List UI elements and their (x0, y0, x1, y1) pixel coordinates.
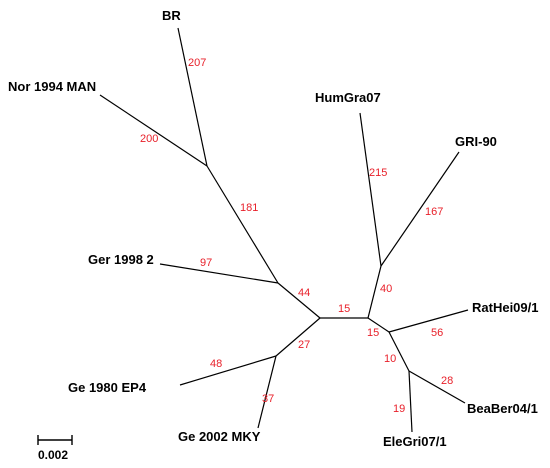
branch-label-right-upper-internal: 40 (380, 283, 392, 295)
branch-label-elegri: 19 (393, 403, 405, 415)
branch-label-br: 207 (188, 57, 206, 69)
branch-br (177, 27, 208, 167)
branch-elegri (408, 370, 413, 433)
branch-label-ger: 97 (200, 257, 212, 269)
branch-label-right-lower-internal: 15 (367, 327, 379, 339)
taxon-labels: BR Nor 1994 MAN Ger 1998 2 Ge 1980 EP4 G… (8, 8, 538, 449)
branch-left-internal (277, 282, 321, 319)
taxon-rathei09-1: RatHei09/1 (472, 300, 538, 315)
branch-label-humgra: 215 (369, 167, 387, 179)
branch-upper-internal (206, 165, 279, 284)
branches (99, 27, 469, 433)
branch-right-lower-internal (367, 317, 390, 333)
taxon-humgra07: HumGra07 (315, 90, 381, 105)
branch-label-gri: 167 (425, 206, 443, 218)
branch-label-ge2002: 37 (262, 393, 274, 405)
taxon-ge-1980-ep4: Ge 1980 EP4 (68, 380, 147, 395)
branch-label-ele-bea-internal: 10 (384, 353, 396, 365)
branch-label-root: 15 (338, 303, 350, 315)
branch-label-nor: 200 (140, 133, 158, 145)
branch-label-beaber: 28 (441, 375, 453, 387)
branch-gri (380, 151, 460, 267)
scale-bar-label: 0.002 (38, 448, 68, 462)
branch-length-labels: 207 200 181 97 44 15 48 27 37 215 167 40… (140, 57, 453, 415)
branch-ger (159, 263, 279, 284)
branch-humgra (359, 112, 382, 267)
branch-ge2002 (257, 355, 277, 429)
branch-label-ge-internal: 27 (298, 339, 310, 351)
scale-bar: 0.002 (37, 435, 73, 462)
branch-label-upper-internal: 181 (240, 202, 258, 214)
taxon-ger-1998-2: Ger 1998 2 (88, 252, 154, 267)
taxon-ge-2002-mky: Ge 2002 MKY (178, 429, 261, 444)
branch-ge1980 (179, 355, 277, 386)
branch-right-upper-internal (367, 265, 382, 319)
taxon-br: BR (162, 8, 181, 23)
branch-ge-internal (275, 317, 321, 357)
branch-label-rathei: 56 (431, 327, 443, 339)
branch-nor (99, 94, 208, 167)
taxon-elegri07-1: EleGri07/1 (383, 434, 447, 449)
taxon-beaber04-1: BeaBer04/1 (467, 401, 538, 416)
branch-beaber (408, 370, 466, 404)
branch-ele-bea-internal (388, 331, 410, 372)
branch-label-left-internal: 44 (298, 287, 310, 299)
taxon-gri-90: GRI-90 (455, 134, 497, 149)
branch-label-ge1980: 48 (210, 358, 222, 370)
taxon-nor-1994-man: Nor 1994 MAN (8, 79, 96, 94)
branch-rathei (388, 309, 469, 333)
